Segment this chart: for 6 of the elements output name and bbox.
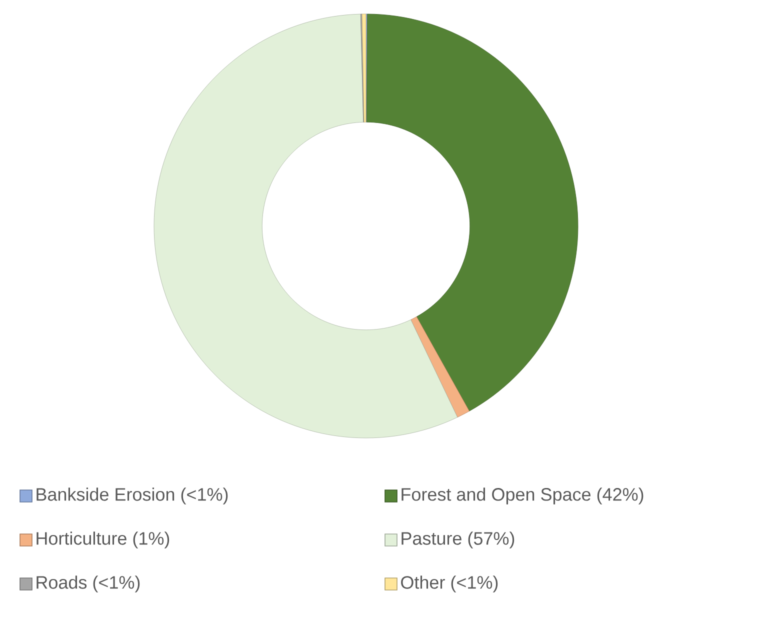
legend-label: Other (<1%) xyxy=(401,576,498,592)
legend-label: Forest and Open Space (42%) xyxy=(402,488,644,504)
legend-label: Bankside Erosion (<1%) xyxy=(36,488,228,504)
legend-label: Horticulture (1%) xyxy=(36,532,170,548)
legend-label: Pasture (57%) xyxy=(402,532,514,548)
legend-label: Roads (<1%) xyxy=(36,576,140,592)
